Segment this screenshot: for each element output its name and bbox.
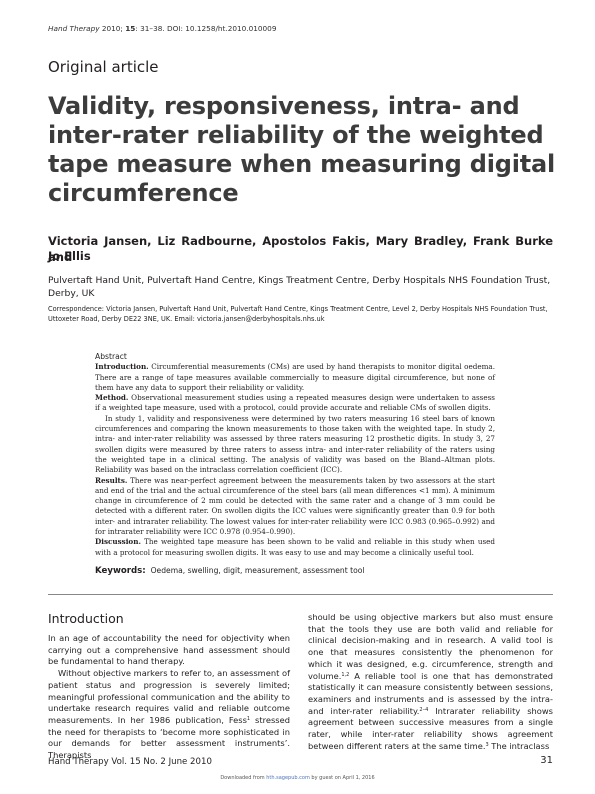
abstract-discussion-label: Discussion. bbox=[95, 537, 141, 547]
body-column-2: should be using objective markers but al… bbox=[308, 612, 553, 752]
citation-ref: 2–4 bbox=[419, 706, 429, 713]
abstract-heading: Abstract bbox=[95, 352, 127, 361]
col2-text-b: A reliable tool is one that has demonstr… bbox=[308, 670, 553, 716]
citation-ref: 3 bbox=[485, 741, 489, 748]
section-divider bbox=[48, 594, 553, 595]
abstract-study: In study 1, validity and responsiveness … bbox=[95, 413, 495, 475]
abstract-method-label: Method. bbox=[95, 393, 129, 403]
download-link[interactable]: hth.sagepub.com bbox=[266, 775, 310, 781]
correspondence: Correspondence: Victoria Jansen, Pulvert… bbox=[48, 305, 548, 323]
introduction-heading: Introduction bbox=[48, 611, 124, 626]
col2-text-c: Intrarater reliability shows agreement b… bbox=[308, 705, 553, 751]
abstract-discussion-text: The weighted tape measure has been shown… bbox=[95, 537, 495, 557]
download-suffix: by guest on April 1, 2016 bbox=[309, 775, 375, 781]
abstract: Abstract Introduction. Circumferential m… bbox=[95, 352, 495, 558]
journal-name: Hand Therapy bbox=[48, 24, 100, 33]
citation-ref: 1,2 bbox=[341, 671, 350, 678]
intro-p2-text-a: Without objective markers to refer to, a… bbox=[48, 668, 290, 725]
col2-text-a: should be using objective markers but al… bbox=[308, 612, 553, 681]
abstract-method-text: Observational measurement studies using … bbox=[95, 393, 495, 413]
intro-paragraph-2: Without objective markers to refer to, a… bbox=[48, 668, 290, 762]
download-notice: Downloaded from hth.sagepub.com by guest… bbox=[0, 775, 595, 781]
abstract-method: Method. Observational measurement studie… bbox=[95, 393, 495, 414]
keywords: Keywords: Oedema, swelling, digit, measu… bbox=[95, 566, 515, 576]
abstract-intro-text: Circumferential measurements (CMs) are u… bbox=[95, 362, 495, 392]
intro-p2-text-b: stressed the need for therapists to ‘bec… bbox=[48, 714, 290, 761]
footer-journal-info: Hand Therapy Vol. 15 No. 2 June 2010 bbox=[48, 757, 212, 767]
page-number: 31 bbox=[540, 755, 553, 766]
authors-line-2: Jo Ellis bbox=[48, 249, 91, 263]
abstract-introduction: Introduction. Circumferential measuremen… bbox=[95, 362, 495, 393]
abstract-results-label: Results. bbox=[95, 475, 128, 485]
body-column-1: In an age of accountability the need for… bbox=[48, 633, 290, 762]
citation-ref: 1 bbox=[246, 715, 251, 722]
affiliation: Pulvertaft Hand Unit, Pulvertaft Hand Ce… bbox=[48, 275, 551, 299]
keywords-text: Oedema, swelling, digit, measurement, as… bbox=[150, 566, 365, 575]
intro-paragraph-1: In an age of accountability the need for… bbox=[48, 633, 290, 667]
col2-text-d: The intraclass bbox=[488, 740, 550, 751]
abstract-discussion: Discussion. The weighted tape measure ha… bbox=[95, 537, 495, 558]
abstract-intro-label: Introduction. bbox=[95, 362, 149, 372]
article-title: Validity, responsiveness, intra- and int… bbox=[48, 92, 556, 207]
pages-doi: : 31–38. DOI: 10.1258/ht.2010.010009 bbox=[135, 24, 277, 33]
keywords-label: Keywords: bbox=[95, 566, 146, 576]
article-type: Original article bbox=[48, 58, 159, 76]
abstract-results: Results. There was near-perfect agreemen… bbox=[95, 476, 495, 538]
abstract-results-text: There was near-perfect agreement between… bbox=[95, 475, 495, 537]
download-prefix: Downloaded from bbox=[220, 775, 267, 781]
running-head: Hand Therapy 2010; 15: 31–38. DOI: 10.12… bbox=[48, 24, 276, 33]
citation-year: 2010; bbox=[99, 24, 126, 33]
intro-paragraph-3: should be using objective markers but al… bbox=[308, 612, 553, 752]
authors-line-1: Victoria Jansen, Liz Radbourne, Apostolo… bbox=[48, 234, 553, 264]
volume-number: 15 bbox=[125, 24, 136, 33]
